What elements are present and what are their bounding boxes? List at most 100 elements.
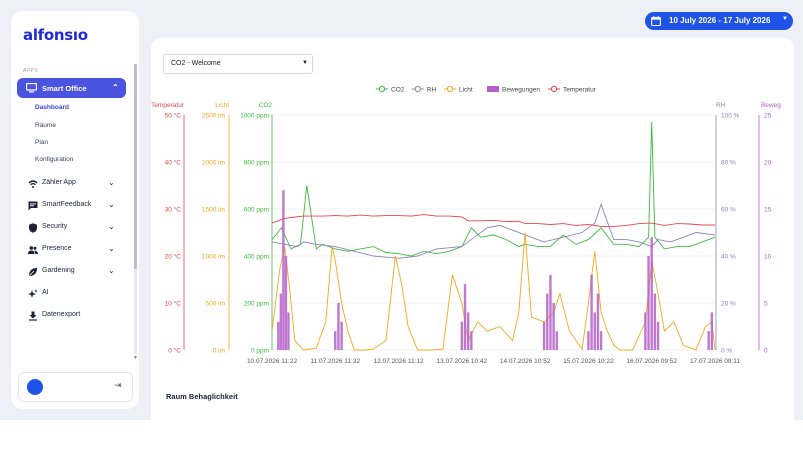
licht-tick-label: 2000 lm xyxy=(202,160,225,167)
legend-marker xyxy=(446,85,454,93)
logout-icon[interactable]: ⇥ xyxy=(114,380,122,390)
room-select-value: CO2 - Welcome xyxy=(171,60,221,67)
section-title: Raum Behaglichkeit xyxy=(166,392,238,401)
co2-axis-title: CO2 xyxy=(259,102,273,109)
bewegungen-tick-label: 10 xyxy=(764,254,772,261)
avatar[interactable] xyxy=(27,379,43,395)
legend-marker xyxy=(414,85,421,93)
bewegungen-bar xyxy=(282,190,285,350)
sidebar-item-label: Gardening xyxy=(42,267,75,274)
licht-tick-label: 1000 lm xyxy=(202,254,225,261)
bewegungen-bar xyxy=(284,256,288,350)
temperatur-series-line xyxy=(271,214,715,227)
temperatur-tick-label: 10 °C xyxy=(165,300,182,308)
sidebar-item-smartfeedback[interactable]: SmartFeedback ⌄ xyxy=(28,199,120,213)
bewegungen-bar xyxy=(650,237,653,350)
x-tick-label: 17.07.2026 09:11 xyxy=(690,358,741,365)
bewegungen-bar xyxy=(587,331,590,350)
bewegungen-bar xyxy=(599,331,603,350)
bewegungen-bar xyxy=(555,331,558,350)
caret-down-icon: ▼ xyxy=(782,16,788,22)
user-card: ⇥ xyxy=(18,372,133,402)
date-range-button[interactable]: 10 July 2026 - 17 July 2026 ▼ xyxy=(645,12,793,30)
bewegungen-bar xyxy=(593,312,596,350)
apps-section-label: APPS xyxy=(23,68,39,74)
sidebar-item-label: Zähler App xyxy=(42,179,76,186)
sidebar-item-zaehler-app[interactable]: Zähler App ⌄ xyxy=(28,177,120,191)
licht-tick-label: 2500 lm xyxy=(202,113,225,120)
licht-axis-title: Licht xyxy=(215,102,229,109)
sidebar-item-label: SmartFeedback xyxy=(42,201,92,208)
legend-label: RH xyxy=(427,87,437,94)
bewegungen-bar xyxy=(549,274,552,350)
sidebar-subitem-dashboard[interactable]: Dashboard xyxy=(35,104,69,111)
co2-tick-label: 400 ppm xyxy=(244,254,269,261)
bewegungen-bar xyxy=(470,331,473,350)
download-icon xyxy=(29,311,37,321)
temperatur-tick-label: 20 °C xyxy=(165,253,182,261)
sidebar-subitem-konfiguration[interactable]: Konfiguration xyxy=(35,156,74,163)
x-tick-label: 14.07.2026 10:52 xyxy=(500,358,551,365)
chat-icon xyxy=(28,201,38,211)
licht-tick-label: 500 lm xyxy=(205,301,225,308)
sparkle-icon xyxy=(28,289,38,298)
chevron-up-icon[interactable]: ⌃ xyxy=(112,83,119,92)
rh-tick-label: 60 % xyxy=(721,207,736,214)
licht-tick-label: 0 lm xyxy=(213,348,225,355)
rh-tick-label: 80 % xyxy=(721,160,736,167)
bewegungen-bar xyxy=(334,331,337,350)
bewegungen-tick-label: 5 xyxy=(764,301,768,308)
x-tick-label: 12.07.2026 11:12 xyxy=(374,358,425,365)
co2-tick-label: 0 ppm xyxy=(251,348,269,355)
bewegungen-bar xyxy=(656,321,660,350)
sidebar-scrollbar-thumb[interactable] xyxy=(134,64,137,269)
bewegungen-bar xyxy=(340,321,343,350)
rh-tick-label: 0 % xyxy=(721,348,732,355)
sidebar-item-gardening[interactable]: Gardening ⌄ xyxy=(28,265,120,279)
sidebar-item-presence[interactable]: Presence ⌄ xyxy=(28,243,120,257)
wifi-icon xyxy=(28,180,38,188)
bewegungen-tick-label: 25 xyxy=(764,113,772,120)
licht-tick-label: 1500 lm xyxy=(202,207,225,214)
rh-axis-title: RH xyxy=(716,102,726,109)
bewegungen-bar xyxy=(707,331,710,350)
legend-label: CO2 xyxy=(391,87,405,94)
bewegungen-bar xyxy=(466,312,470,350)
x-tick-label: 13.07.2026 10:42 xyxy=(437,358,488,365)
bewegungen-bar xyxy=(546,293,549,350)
sidebar-item-security[interactable]: Security ⌄ xyxy=(28,221,120,235)
bewegungen-bar xyxy=(647,256,650,350)
temperatur-tick-label: 0 °C xyxy=(168,347,181,355)
shield-icon xyxy=(29,223,37,233)
temperatur-tick-label: 50 °C xyxy=(165,112,182,120)
legend-marker xyxy=(378,85,386,93)
sidebar-item-label: AI xyxy=(42,289,49,296)
sidebar-item-label: Datenexport xyxy=(42,311,81,318)
room-select[interactable]: CO2 - Welcome ▼ xyxy=(163,54,313,74)
sidebar-item-label: Security xyxy=(42,223,68,230)
chevron-down-icon: ⌄ xyxy=(108,178,115,187)
date-range-label: 10 July 2026 - 17 July 2026 xyxy=(669,16,771,25)
sidebar-subitem-raeume[interactable]: Räume xyxy=(35,122,56,129)
sidebar-item-datenexport[interactable]: Datenexport xyxy=(28,309,120,323)
rh-tick-label: 100 % xyxy=(721,113,740,120)
bewegungen-bar xyxy=(337,303,340,350)
temperatur-axis-title: Temperatur xyxy=(151,102,185,109)
bewegungen-axis-title: Bewegungen xyxy=(761,102,781,109)
monitor-icon xyxy=(26,83,37,93)
rh-tick-label: 40 % xyxy=(721,254,736,261)
caret-down-icon: ▼ xyxy=(302,60,308,66)
chevron-down-icon: ⌄ xyxy=(108,244,115,253)
sidebar-item-smart-office[interactable]: Smart Office ⌃ xyxy=(17,78,126,98)
sidebar-item-ai[interactable]: AI xyxy=(28,287,120,301)
bewegungen-bar xyxy=(460,321,464,350)
co2-tick-label: 200 ppm xyxy=(244,301,269,308)
scroll-down-arrow-icon[interactable]: ▼ xyxy=(133,355,138,361)
people-icon xyxy=(28,246,38,254)
x-tick-label: 16.07.2026 09:52 xyxy=(626,358,677,365)
legend-swatch xyxy=(487,86,499,92)
legend-label: Bewegungen xyxy=(502,87,540,94)
sidebar-subitem-plan[interactable]: Plan xyxy=(35,139,49,146)
temperatur-tick-label: 30 °C xyxy=(165,206,182,214)
environment-chart: 50 °C 40 °C 30 °C 20 °C 10 °C 0 °C Temperatur 2… xyxy=(151,85,781,365)
